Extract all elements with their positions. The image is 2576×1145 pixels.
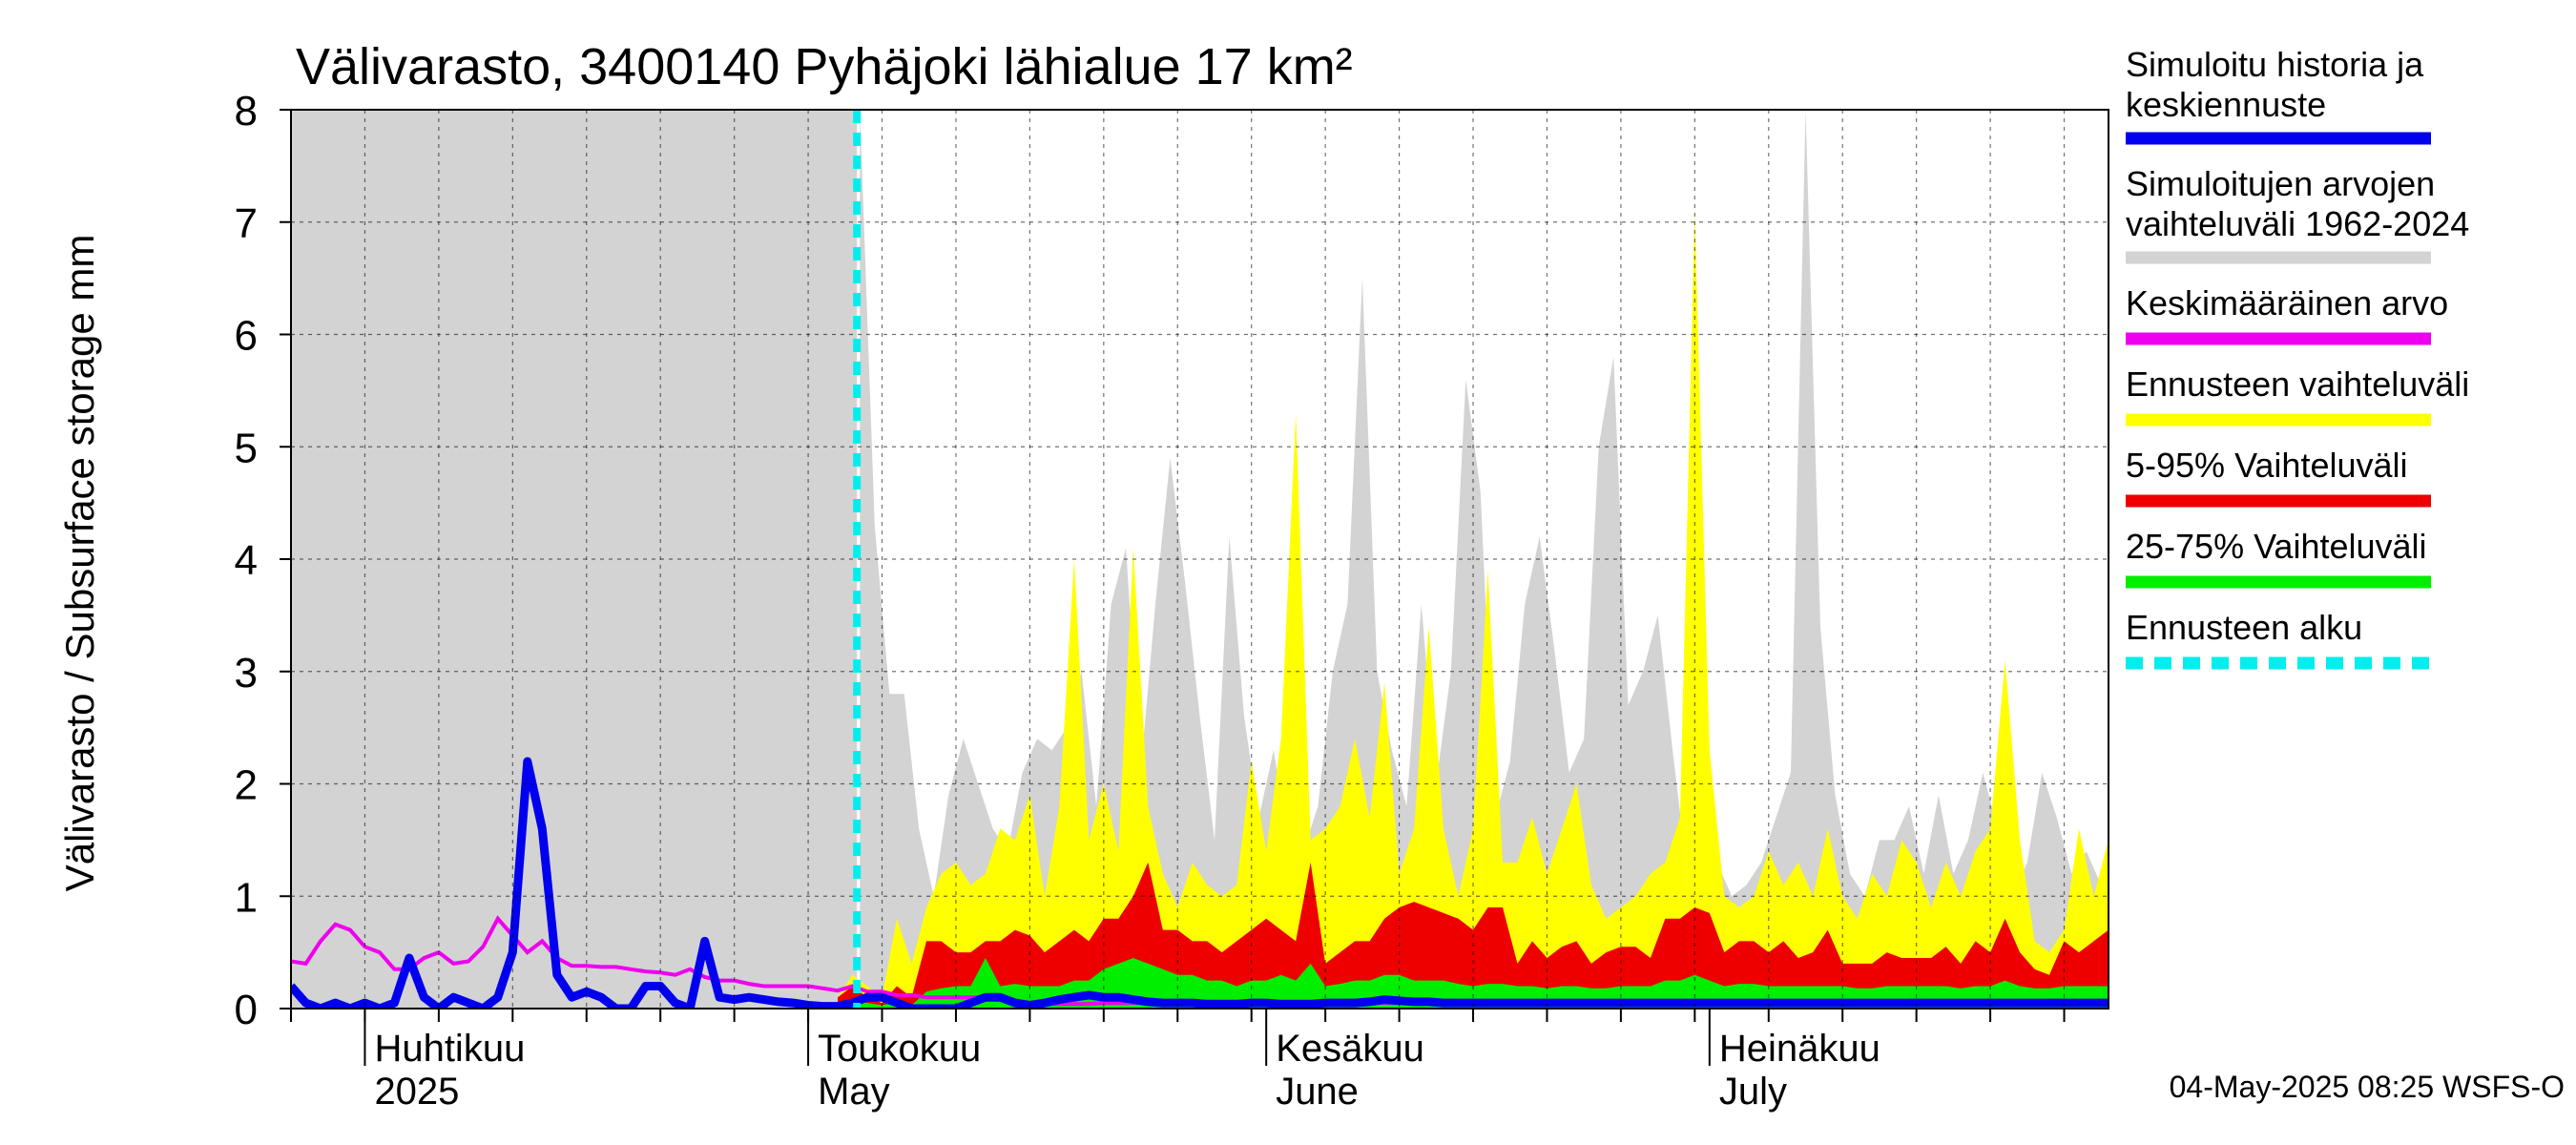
y-tick-label: 7 [235,200,258,247]
legend-label-4: Ennusteen vaihteluväli [2126,364,2469,404]
month-label-fi: Huhtikuu [374,1028,525,1070]
legend-label-1: Simuloitu historia ja [2126,45,2424,84]
legend-label-3: Keskimääräinen arvo [2126,283,2448,323]
y-tick-label: 5 [235,425,258,471]
y-tick-label: 1 [235,874,258,921]
y-tick-label: 6 [235,313,258,360]
observed-range-area [291,110,858,1009]
footer-timestamp: 04-May-2025 08:25 WSFS-O [2170,1070,2565,1104]
simulated-line [291,757,2109,1009]
plot-area: 012345678Huhtikuu2025ToukokuuMayKesäkuuJ… [235,88,2109,1113]
month-label-fi: Kesäkuu [1276,1028,1424,1070]
legend-label-5: 5-95% Vaihteluväli [2126,446,2408,485]
forecast-band-3 [838,958,2109,1009]
legend-label-7: Ennusteen alku [2126,608,2362,647]
month-label-en: July [1719,1071,1787,1113]
legend-label-1-line2: keskiennuste [2126,85,2326,124]
legend-label-2: Simuloitujen arvojen [2126,164,2435,203]
legend-label-2-line2: vaihteluväli 1962-2024 [2126,204,2469,243]
month-label-fi: Toukokuu [818,1028,981,1070]
y-tick-label: 2 [235,762,258,809]
month-label-en: June [1276,1071,1359,1113]
y-tick-label: 0 [235,987,258,1033]
y-tick-label: 8 [235,88,258,135]
month-label-en: May [818,1071,890,1113]
y-tick-label: 3 [235,650,258,697]
legend-label-6: 25-75% Vaihteluväli [2126,527,2427,566]
chart-title: Välivarasto, 3400140 Pyhäjoki lähialue 1… [296,38,1353,95]
y-tick-label: 4 [235,537,258,584]
month-label-en: 2025 [374,1071,459,1113]
y-axis-label: Välivarasto / Subsurface storage mm [57,235,102,892]
month-label-fi: Heinäkuu [1719,1028,1880,1070]
